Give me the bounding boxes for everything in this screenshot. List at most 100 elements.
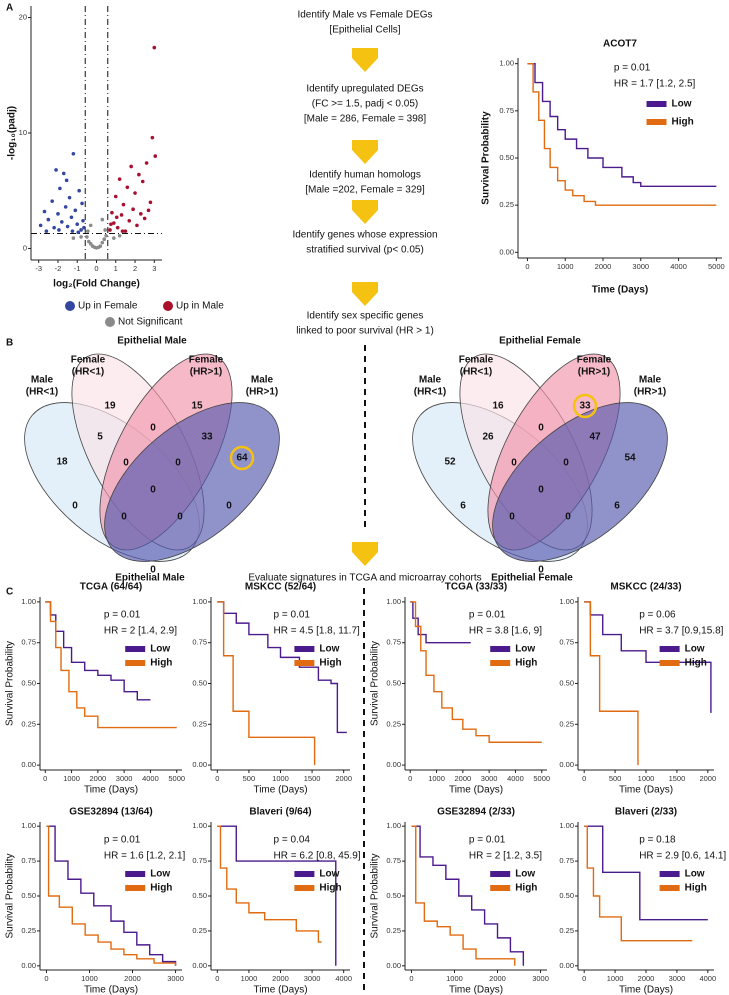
flow-step: Identify genes whose expression <box>292 230 437 241</box>
point <box>133 191 137 195</box>
annotation: HR = 3.7 [0.9,15.8] <box>639 626 723 637</box>
point <box>56 212 60 216</box>
y-axis-title: -log₁₀(padj) <box>7 106 18 160</box>
chart-title: Blaveri (9/64) <box>249 807 311 818</box>
legend-label: Low <box>685 644 705 655</box>
point <box>129 164 133 169</box>
legend-label: High <box>685 883 707 894</box>
flow-step: [Male =202, Female = 329] <box>305 185 425 196</box>
y-tick-label: 0.25 <box>386 719 401 728</box>
x-tick-label: 2000 <box>489 974 506 983</box>
x-tick-label: 1500 <box>304 774 321 783</box>
x-tick-label: 2000 <box>335 774 352 783</box>
venn-count: 18 <box>56 457 68 468</box>
point <box>117 233 122 238</box>
annotation: p = 0.04 <box>274 835 311 846</box>
point <box>100 217 105 222</box>
x-tick-label: 500 <box>609 774 622 783</box>
point <box>112 221 116 225</box>
point <box>125 185 130 190</box>
survival-curve <box>411 825 516 966</box>
y-tick-label: 0 <box>23 243 27 252</box>
y-tick-label: 1.00 <box>559 597 574 606</box>
x-tick-label: 3000 <box>481 774 498 783</box>
point <box>115 225 120 230</box>
legend-label: High <box>515 883 537 894</box>
x-axis-title: Time (Days) <box>592 285 649 296</box>
annotation: HR = 1.6 [1.2, 2.1] <box>104 851 186 862</box>
point <box>69 215 74 220</box>
x-tick-label: 1500 <box>669 774 686 783</box>
venn-set-label: (HR<1) <box>460 367 493 378</box>
venn-set-label: (HR<1) <box>72 367 105 378</box>
y-tick-label: 1.00 <box>499 59 514 68</box>
point <box>104 233 108 238</box>
venn-count: 0 <box>538 565 544 576</box>
venn-count: 0 <box>563 458 569 469</box>
point <box>77 188 81 193</box>
survival-curve <box>46 825 177 966</box>
annotation: p = 0.01 <box>614 63 651 74</box>
legend-label: High <box>150 883 172 894</box>
point <box>139 212 143 216</box>
venn-set-label: Female <box>459 355 494 366</box>
x-tick-label: -3 <box>35 264 42 273</box>
point <box>46 217 51 222</box>
x-tick-label: 1000 <box>607 974 624 983</box>
legend-swatch <box>163 301 173 311</box>
point <box>112 236 116 240</box>
annotation: HR = 2.9 [0.6, 14.1] <box>639 851 726 862</box>
x-tick-label: -2 <box>55 264 62 273</box>
flow-step: (FC >= 1.5, padj < 0.05) <box>312 99 418 110</box>
venn-count: 0 <box>150 423 156 434</box>
legend-swatch <box>105 317 115 327</box>
panel-label: C <box>6 587 13 598</box>
y-tick-label: 0.00 <box>386 961 401 970</box>
point <box>120 229 125 233</box>
x-axis-title: Time (Days) <box>253 785 307 796</box>
x-tick-label: 0 <box>409 974 413 983</box>
venn-count: 26 <box>482 432 494 443</box>
legend-label: High <box>319 883 341 894</box>
x-tick-label: 0 <box>408 774 412 783</box>
legend-label: Low <box>319 869 339 880</box>
chart-title: MSKCC (24/33) <box>610 582 681 593</box>
point <box>60 220 64 224</box>
x-tick-label: 5000 <box>168 774 185 783</box>
y-tick-label: 0.50 <box>559 678 574 687</box>
point <box>61 171 66 176</box>
legend-label: High <box>515 658 537 669</box>
venn-count: 64 <box>236 453 248 464</box>
chart-title: TCGA (33/33) <box>445 582 507 593</box>
venn-count: 52 <box>444 457 456 468</box>
annotation: p = 0.01 <box>469 835 506 846</box>
point <box>71 151 76 156</box>
highlight <box>572 393 598 419</box>
point <box>67 195 72 200</box>
point <box>119 213 124 217</box>
x-tick-label: 1000 <box>446 974 463 983</box>
legend-label: Low <box>319 644 339 655</box>
x-axis-title: Time (Days) <box>84 785 138 796</box>
point <box>79 228 83 232</box>
x-tick-label: 3000 <box>632 262 649 271</box>
y-tick-label: 0.25 <box>559 926 574 935</box>
y-tick-label: 0.00 <box>499 247 514 256</box>
flow-step: Identify Male vs Female DEGs <box>297 10 432 21</box>
legend-swatch <box>65 301 75 311</box>
x-tick-label: 0 <box>525 262 529 271</box>
annotation: HR = 3.8 [1.6, 9] <box>469 626 542 637</box>
point <box>85 235 89 239</box>
survival-curve <box>410 601 542 743</box>
flow-step: stratified survival (p< 0.05) <box>306 245 424 256</box>
survival-curve <box>584 601 639 766</box>
y-tick-label: 0.50 <box>21 678 36 687</box>
venn-count: 6 <box>614 501 620 512</box>
point <box>98 244 103 248</box>
section-title: Epithelial Female <box>491 573 573 584</box>
venn-set-label: Male <box>639 375 662 386</box>
y-tick-label: 1.00 <box>386 597 401 606</box>
y-axis-title: Survival Probability <box>5 641 16 726</box>
y-tick-label: 0.75 <box>21 638 36 647</box>
